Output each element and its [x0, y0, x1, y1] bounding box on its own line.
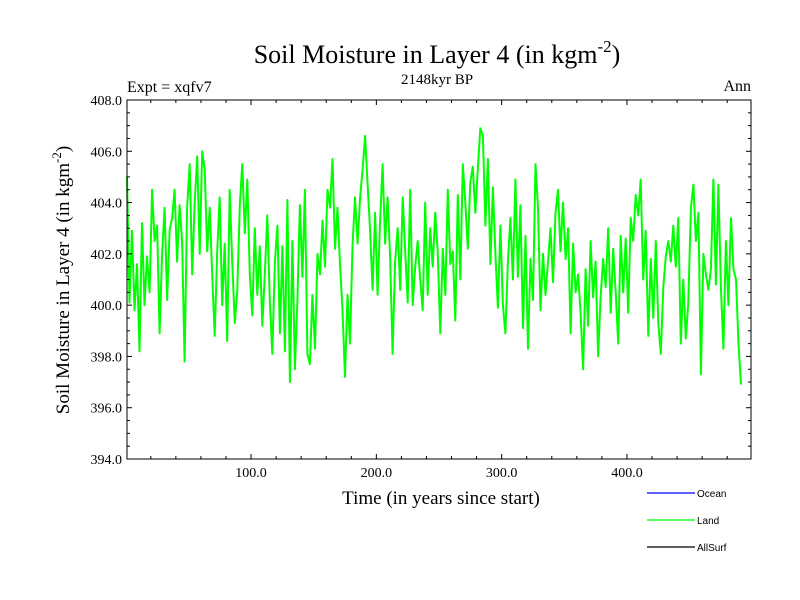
plot-frame	[126, 99, 752, 460]
y-axis-title: Soil Moisture in Layer 4 (in kgm-2)	[49, 146, 74, 414]
x-axis-title: Time (in years since start)	[342, 488, 540, 509]
experiment-label: Expt = xqfv7	[127, 79, 212, 96]
y-tick-label: 406.0	[91, 145, 123, 160]
y-tick-label: 398.0	[91, 350, 123, 365]
x-tick-label: 100.0	[235, 466, 267, 481]
legend-label-land: Land	[697, 516, 719, 527]
series-line-land	[126, 127, 742, 385]
y-tick-label: 404.0	[91, 197, 123, 212]
y-tick-label: 402.0	[91, 248, 123, 263]
y-tick-label: 400.0	[91, 299, 123, 314]
x-tick-label: 200.0	[361, 466, 393, 481]
y-tick-label: 396.0	[91, 402, 123, 417]
y-tick-label: 408.0	[91, 94, 123, 109]
chart-title: Soil Moisture in Layer 4 (in kgm-2)	[254, 37, 621, 69]
y-tick-label: 394.0	[91, 453, 123, 468]
season-label: Ann	[723, 78, 751, 95]
legend-label-allsurf: AllSurf	[697, 543, 727, 554]
chart-subtitle: 2148kyr BP	[401, 72, 473, 88]
x-tick-label: 400.0	[611, 466, 643, 481]
legend-label-ocean: Ocean	[697, 489, 726, 500]
x-tick-label: 300.0	[486, 466, 518, 481]
